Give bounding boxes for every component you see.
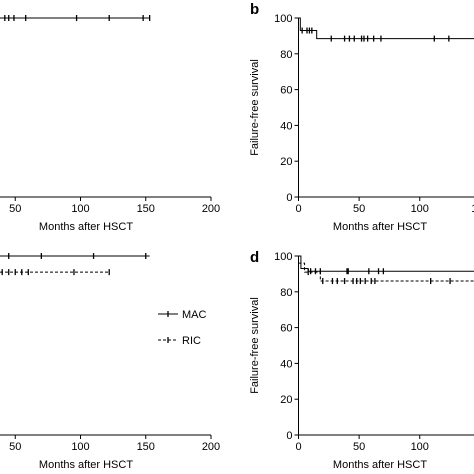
x-tick-label: 200: [202, 441, 220, 453]
panel-c: 050100150200Months after HSCT: [0, 253, 220, 471]
y-tick-label: 20: [280, 394, 292, 406]
x-tick-label: 100: [71, 441, 89, 453]
legend-label-ric: RIC: [182, 335, 201, 347]
y-tick-label: 40: [280, 120, 292, 132]
y-tick-label: 60: [280, 323, 292, 335]
panel-b: 0 50 100 150 0 20 40 60 80 100 Failure-free surviv…: [249, 1, 474, 233]
y-tick-label: 0: [286, 192, 292, 204]
series-line-ric: [298, 262, 474, 282]
legend-label-mac: MAC: [182, 309, 207, 321]
y-tick-label: 0: [286, 430, 292, 442]
y-tick-label: 80: [280, 287, 292, 299]
x-axis-title: Months after HSCT: [333, 221, 427, 233]
x-tick-label: 150: [471, 203, 474, 215]
y-tick-label: 100: [274, 251, 292, 263]
y-tick-label: 40: [280, 358, 292, 370]
x-tick-label: 50: [9, 441, 21, 453]
x-tick-label: 0: [295, 441, 301, 453]
x-tick-label: 200: [202, 203, 220, 215]
x-tick-label: 100: [71, 203, 89, 215]
x-tick-label: 0: [295, 203, 301, 215]
series-line-mac: [298, 255, 474, 272]
x-axis-title: Months after HSCT: [333, 459, 427, 471]
panel-a: 050100150200Months after HSCT: [0, 15, 220, 233]
y-axis-title: Failure-free survival: [249, 297, 261, 394]
panel-d: 0 50 100 0 20 40 60 80 100 Failure-free survival M…: [249, 249, 474, 471]
x-tick-label: 100: [411, 203, 429, 215]
x-tick-label: 50: [9, 203, 21, 215]
y-tick-label: 100: [274, 13, 292, 25]
legend: MAC RIC: [158, 309, 207, 347]
x-tick-label: 50: [353, 441, 365, 453]
x-axis-title: Months after HSCT: [39, 221, 133, 233]
x-axis-title: Months after HSCT: [39, 459, 133, 471]
y-axis-title: Failure-free survival: [249, 59, 261, 156]
panel-letter: b: [250, 1, 259, 18]
y-tick-label: 80: [280, 49, 292, 61]
x-tick-label: 150: [137, 441, 155, 453]
y-tick-label: 60: [280, 85, 292, 97]
series-line-1: [298, 17, 474, 40]
x-tick-label: 100: [411, 441, 429, 453]
y-tick-label: 20: [280, 156, 292, 168]
x-tick-label: 150: [137, 203, 155, 215]
panel-letter: d: [250, 249, 259, 266]
x-tick-label: 50: [353, 203, 365, 215]
